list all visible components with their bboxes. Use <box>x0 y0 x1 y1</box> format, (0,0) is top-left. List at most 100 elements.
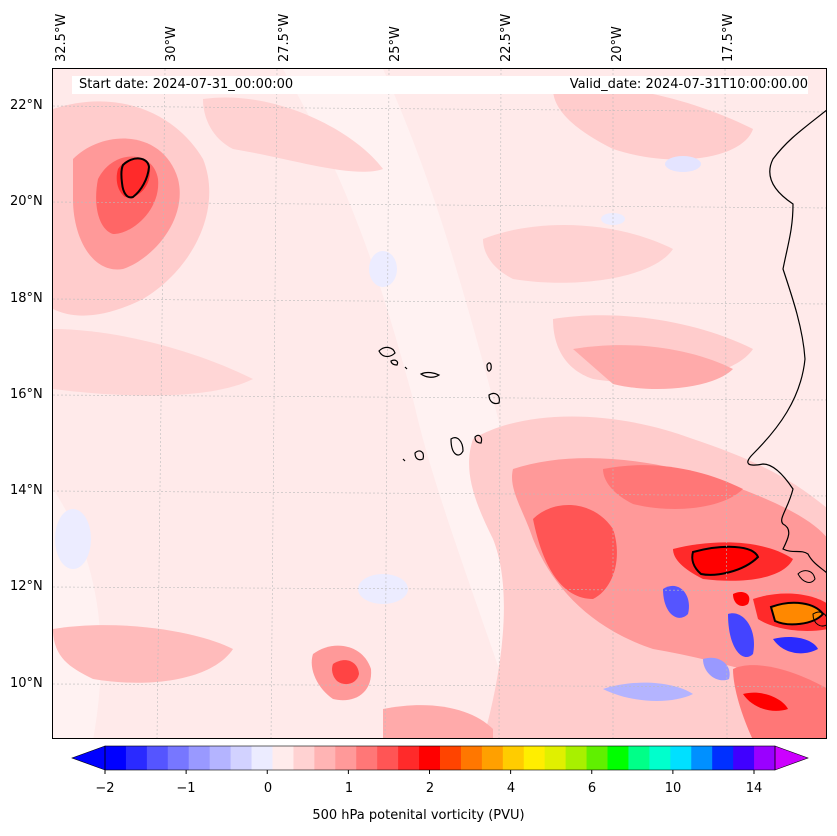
pv-contour-se2 <box>769 601 825 626</box>
graticule <box>53 69 826 738</box>
island-maio <box>474 434 483 444</box>
lat-label-22n: 22°N <box>10 98 43 113</box>
colorbar-cell <box>146 746 169 770</box>
pv-streak-3 <box>483 225 673 283</box>
colorbar-cell <box>649 746 671 770</box>
lon-label-25w: 25°W <box>388 26 403 62</box>
colorbar-title: 500 hPa potenital vorticity (PVU) <box>312 808 525 823</box>
colorbar-tick-label: 0 <box>263 781 273 796</box>
colorbar-cell <box>586 746 608 770</box>
pv-region-s-core <box>332 660 359 685</box>
coastline <box>747 109 826 574</box>
valid-date-label: Valid_date: 2024-07-31T10:00:00.00 <box>569 77 808 92</box>
colorbar-cell <box>754 746 776 770</box>
colorbar-cell <box>670 746 692 770</box>
colorbar-cell <box>628 746 650 770</box>
pv-neg-se2 <box>728 613 754 658</box>
pv-region-se-core3 <box>733 592 750 606</box>
lat-label-10n: 10°N <box>10 676 43 691</box>
colorbar-cell <box>105 746 127 770</box>
lat-label-18n: 18°N <box>10 291 43 306</box>
colorbar <box>71 745 809 774</box>
coast-islands-bijagos <box>812 611 826 627</box>
island-santa-luzia <box>404 366 408 370</box>
colorbar-cell <box>356 746 378 770</box>
pv-neg-1 <box>665 156 701 172</box>
island-santiago <box>450 437 464 456</box>
island-fogo <box>414 450 424 461</box>
lat-label-16n: 16°N <box>10 387 43 402</box>
colorbar-cell <box>733 746 755 770</box>
lat-label-12n: 12°N <box>10 579 43 594</box>
colorbar-tick-label: −2 <box>95 781 115 796</box>
colorbar-cell <box>377 746 399 770</box>
colorbar-extend-min <box>71 745 106 771</box>
colorbar-frame <box>104 745 776 771</box>
colorbar-cell <box>502 746 525 770</box>
pv-neg-4 <box>55 509 91 569</box>
pv-contour-se1 <box>691 545 760 576</box>
colorbar-cell <box>314 746 336 770</box>
colorbar-cell <box>230 746 253 770</box>
colorbar-cell <box>272 746 294 770</box>
start-date-label: Start date: 2024-07-31_00:00:00 <box>79 77 294 92</box>
lon-label-27-5w: 27.5°W <box>277 13 292 62</box>
lon-label-17-5w: 17.5°W <box>721 13 736 62</box>
colorbar-tick-label: −1 <box>176 781 196 796</box>
colorbar-tick-label: 14 <box>745 781 763 796</box>
coast-islands-guinea <box>797 570 816 583</box>
pv-streak-1 <box>203 97 383 172</box>
island-santo-antao <box>378 346 396 358</box>
colorbar-cell <box>607 746 629 770</box>
colorbar-cell <box>398 746 420 770</box>
info-bar <box>72 76 808 94</box>
lon-label-32-5w: 32.5°W <box>54 13 69 62</box>
island-sal <box>486 362 492 372</box>
lat-label-14n: 14°N <box>10 483 43 498</box>
pv-streak-2 <box>553 86 753 160</box>
island-sao-vicente <box>390 359 399 366</box>
colorbar-tick-label: 10 <box>664 781 682 796</box>
colorbar-cell <box>293 746 315 770</box>
lon-label-30w: 30°W <box>164 26 179 62</box>
pv-region-sw <box>53 625 233 683</box>
pv-neg-se5 <box>703 657 730 681</box>
pv-neg-se3 <box>773 637 818 654</box>
pv-neg-3 <box>369 251 397 287</box>
colorbar-tick-label: 2 <box>425 781 435 796</box>
colorbar-cell <box>209 746 232 770</box>
colorbar-cell <box>712 746 734 770</box>
colorbar-cell <box>167 746 190 770</box>
pv-region-se-south-core <box>743 692 788 711</box>
colorbar-cell <box>125 746 148 770</box>
colorbar-cell <box>691 746 713 770</box>
pv-contour-nw <box>120 157 151 199</box>
colorbar-extend-max <box>774 745 809 771</box>
colorbar-cell <box>419 746 441 770</box>
colorbar-cell <box>460 746 483 770</box>
colorbar-tick-label: 4 <box>506 781 516 796</box>
islands <box>378 346 500 462</box>
colorbar-cell <box>481 746 504 770</box>
colorbar-cell <box>335 746 357 770</box>
pv-region-se-west <box>533 505 617 599</box>
pv-neg-se1 <box>663 585 689 618</box>
colorbar-tick-label: 1 <box>344 781 354 796</box>
pv-region-s2 <box>383 705 493 738</box>
pv-field <box>53 69 826 738</box>
island-brava <box>402 458 406 462</box>
lat-label-20n: 20°N <box>10 194 43 209</box>
map-area <box>52 68 827 739</box>
colorbar-tick-marks <box>104 770 755 774</box>
colorbar-tick-label: 6 <box>587 781 597 796</box>
colorbar-cell <box>251 746 273 770</box>
colorbar-cell <box>188 746 211 770</box>
colorbar-cell <box>544 746 567 770</box>
pv-region-se-north <box>603 465 743 509</box>
island-boa-vista <box>488 392 500 405</box>
colorbar-cell <box>440 746 462 770</box>
pv-neg-se4 <box>603 682 693 701</box>
island-sao-nicolau <box>419 371 441 378</box>
lon-label-22-5w: 22.5°W <box>499 13 514 62</box>
colorbar-cell <box>565 746 588 770</box>
